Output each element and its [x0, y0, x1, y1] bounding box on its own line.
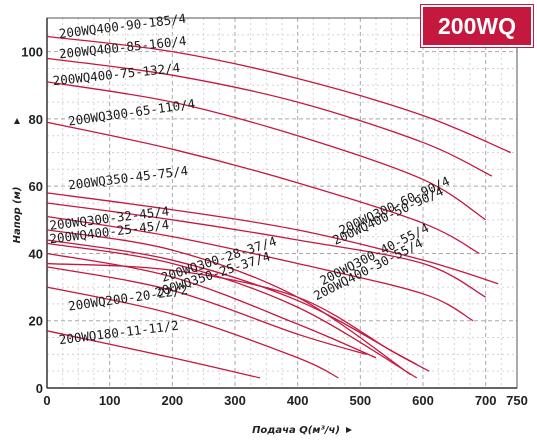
pump-curve-200wq300-28-37-4	[46, 252, 377, 359]
pump-curve-200wq400-85-160-4	[46, 57, 493, 177]
pump-curve-200wq400-75-132-4	[46, 81, 487, 221]
x-axis-arrow-icon	[346, 427, 352, 433]
x-tick-label: 0	[43, 393, 50, 408]
y-axis-label: Напор (м)	[12, 187, 23, 244]
pump-curve-200wq350-25-37-4	[46, 266, 367, 355]
curve-label: 200WQ300-65-110/4	[67, 96, 196, 129]
y-axis-arrow-icon	[14, 118, 20, 124]
pump-curve-200wq300-40-55-4	[46, 229, 411, 376]
y-tick-label: 80	[29, 112, 43, 127]
x-tick-label: 200	[161, 393, 183, 408]
pump-curve-200wq180-11-11-2	[46, 330, 261, 379]
pump-curve-200wq400-90-185-4	[46, 35, 511, 154]
y-tick-label: 60	[29, 179, 43, 194]
y-tick-label: 0	[36, 381, 43, 396]
y-tick-label: 100	[21, 45, 43, 60]
pump-curve-200wq400-30-55-4	[46, 242, 418, 379]
pump-curve-200wq400-25-45-4	[46, 262, 430, 372]
x-tick-label: 400	[287, 393, 309, 408]
pump-curve-200wq300-60-90-4	[46, 202, 486, 298]
grid-lines	[46, 17, 518, 389]
x-tick-label: 300	[224, 393, 246, 408]
pump-curve-200wq400-50-90-4	[46, 215, 474, 322]
pump-curve-200wq200-20-22-2	[46, 286, 339, 379]
x-tick-label: 600	[412, 393, 434, 408]
x-tick-label: 700	[475, 393, 497, 408]
x-tick-label: 500	[349, 393, 371, 408]
curve-label: 200WQ350-45-75/4	[67, 163, 188, 193]
x-tick-label: 100	[99, 393, 121, 408]
pump-curve-200wq300-65-110-4	[46, 121, 480, 255]
curve-label: 200WQ400-75-132/4	[52, 60, 181, 88]
curve-label: 200WQ180-11-11/2	[58, 318, 179, 348]
y-tick-label: 20	[29, 314, 43, 329]
pump-curves	[46, 35, 511, 379]
x-axis-label: Подача Q(м³/ч)	[252, 425, 340, 436]
pump-curve-200wq350-45-75-4	[46, 192, 499, 285]
y-tick-label: 40	[29, 246, 43, 261]
model-series-badge: 200WQ	[421, 5, 533, 47]
x-tick-label: 750	[506, 393, 528, 408]
